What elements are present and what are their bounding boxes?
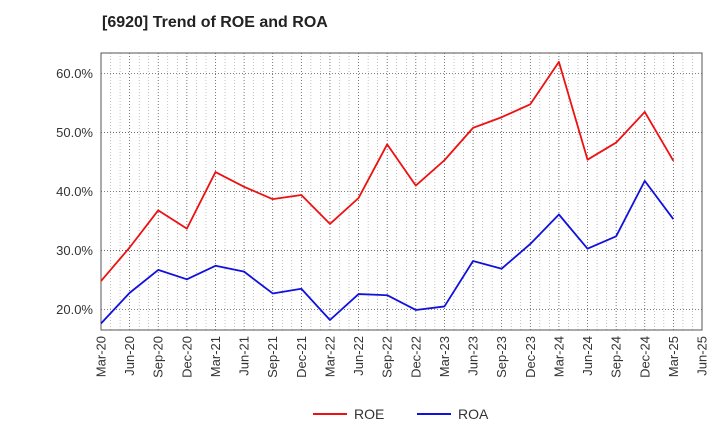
chart-title: [6920] Trend of ROE and ROA (102, 14, 328, 31)
x-tick-label: Jun-24 (580, 336, 595, 376)
series (100, 60, 675, 325)
x-tick-label: Dec-24 (637, 336, 652, 378)
legend-label-roe: ROE (354, 406, 384, 422)
x-tick-label: Mar-25 (666, 336, 681, 377)
series-line-roa (100, 179, 675, 325)
x-axis: Mar-20 Jun-20 Sep-20 Dec-20 Mar-21 Jun-21 Sep-… (94, 336, 710, 378)
x-tick-label: Mar-23 (437, 336, 452, 377)
x-tick-label: Sep-21 (265, 336, 280, 378)
legend-label-roa: ROA (458, 406, 489, 422)
x-tick-label: Sep-22 (380, 336, 395, 378)
x-tick-label: Dec-22 (408, 336, 423, 378)
y-tick-label: 40.0% (56, 184, 93, 199)
grid (101, 53, 702, 330)
x-tick-label: Sep-23 (494, 336, 509, 378)
x-tick-label: Jun-21 (237, 336, 252, 376)
x-tick-label: Jun-23 (466, 336, 481, 376)
y-tick-label: 20.0% (56, 302, 93, 317)
x-tick-label: Sep-24 (609, 336, 624, 378)
x-tick-label: Dec-20 (179, 336, 194, 378)
y-tick-label: 60.0% (56, 66, 93, 81)
x-tick-label: Mar-22 (322, 336, 337, 377)
x-tick-label: Sep-20 (151, 336, 166, 378)
x-tick-label: Mar-20 (94, 336, 109, 377)
y-axis: 20.0% 30.0% 40.0% 50.0% 60.0% (56, 66, 93, 317)
x-tick-label: Dec-21 (294, 336, 309, 378)
y-tick-label: 50.0% (56, 125, 93, 140)
x-tick-label: Dec-23 (523, 336, 538, 378)
x-tick-label: Jun-22 (351, 336, 366, 376)
x-tick-label: Jun-20 (122, 336, 137, 376)
x-tick-label: Mar-24 (551, 336, 566, 377)
y-tick-label: 30.0% (56, 243, 93, 258)
series-line-roe (100, 60, 675, 282)
legend: ROE ROA (313, 406, 489, 422)
x-tick-label: Mar-21 (208, 336, 223, 377)
plot-frame (100, 52, 703, 331)
x-tick-label: Jun-25 (695, 336, 710, 376)
